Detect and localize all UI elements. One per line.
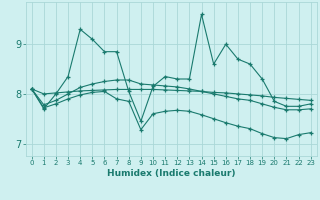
X-axis label: Humidex (Indice chaleur): Humidex (Indice chaleur) (107, 169, 236, 178)
